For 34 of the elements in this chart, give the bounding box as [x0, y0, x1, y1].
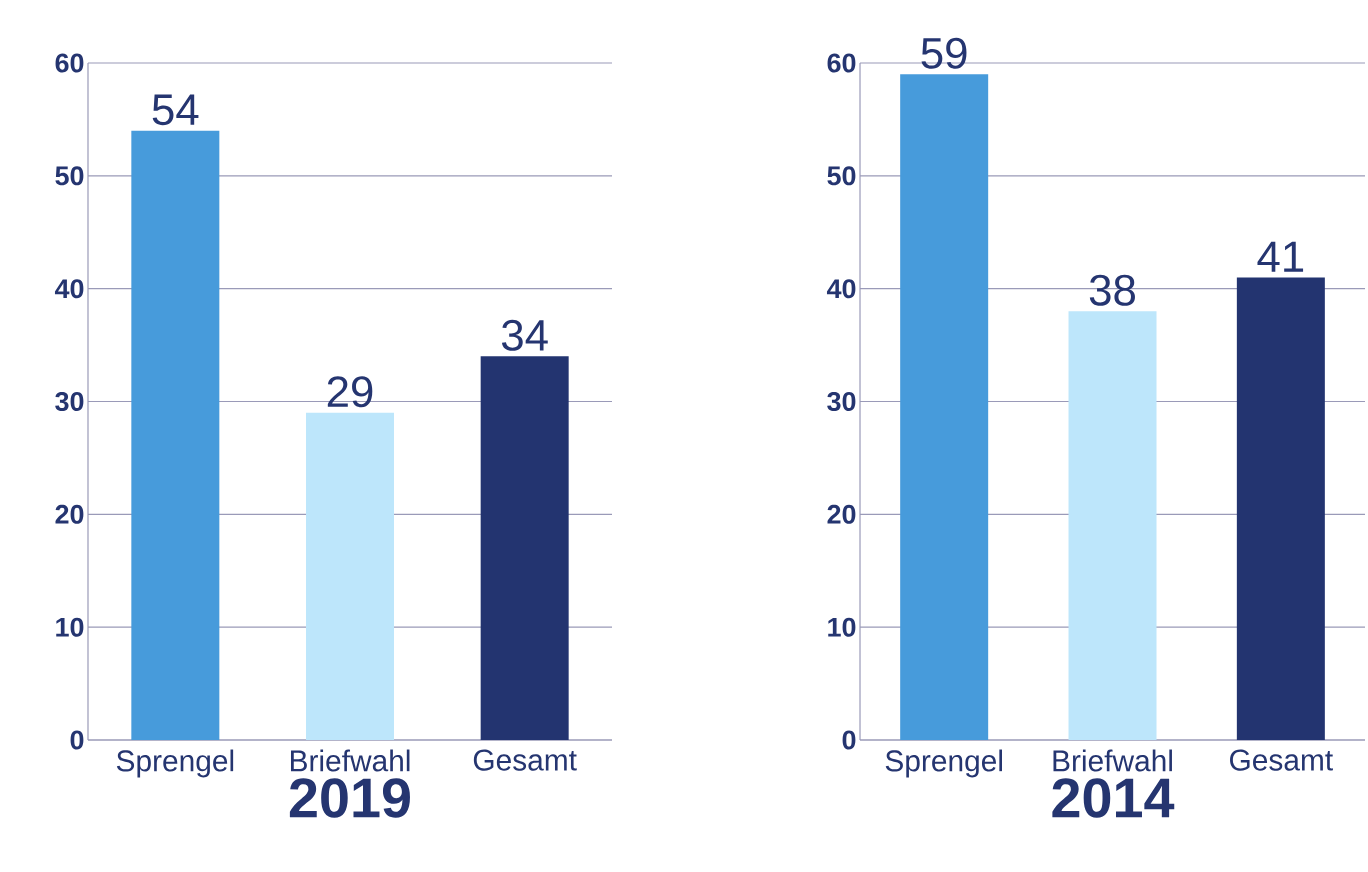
y-tick-label: 30: [827, 391, 856, 412]
bar: [306, 412, 394, 740]
y-tick-label: 60: [55, 53, 84, 73]
y-tick-label: 50: [827, 166, 856, 186]
y-tick-label: 60: [827, 53, 856, 73]
data-label: 59: [921, 37, 967, 69]
x-axis-title: 2014: [1052, 778, 1175, 818]
bar: [1068, 311, 1157, 740]
x-tick-label: Sprengel: [116, 749, 234, 778]
y-tick-label: 40: [54, 279, 84, 299]
x-tick-label: Sprengel: [885, 749, 1002, 778]
x-tick-label: Briefwahl: [290, 749, 410, 772]
x-tick-label: Gesamt: [473, 749, 577, 771]
data-label: 54: [152, 94, 199, 126]
y-tick-label: 0: [70, 730, 84, 750]
bar: [1236, 277, 1325, 740]
y-tick-label: 10: [828, 617, 856, 637]
y-tick-label: 40: [826, 279, 856, 299]
x-tick-label: Gesamt: [1230, 749, 1333, 771]
x-axis-title: 2019: [289, 778, 410, 818]
y-tick-label: 10: [56, 617, 84, 637]
data-label: 38: [1089, 274, 1135, 306]
y-tick-label: 30: [55, 391, 84, 412]
bar: [900, 74, 989, 740]
y-tick-label: 50: [55, 166, 84, 186]
bar: [131, 130, 220, 740]
bar: [480, 356, 569, 740]
y-tick-label: 0: [842, 730, 856, 750]
y-tick-label: 20: [55, 504, 84, 524]
y-tick-label: 20: [827, 504, 856, 524]
data-label: 29: [327, 376, 373, 408]
data-label: 34: [501, 319, 548, 351]
x-tick-label: Briefwahl: [1053, 749, 1172, 772]
data-label: 41: [1257, 241, 1304, 272]
